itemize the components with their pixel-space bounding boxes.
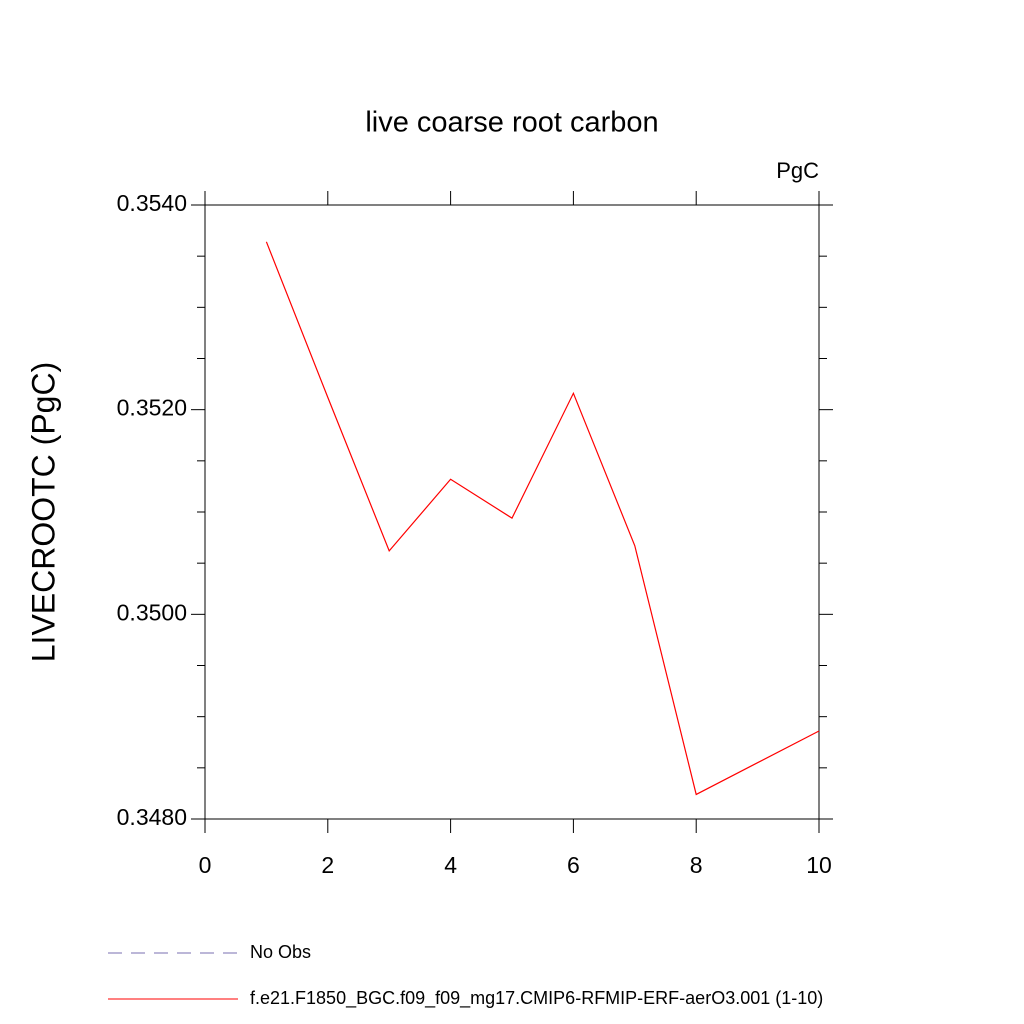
x-tick-label: 10 [806, 852, 832, 878]
x-tick-label: 4 [444, 852, 457, 878]
y-tick-label: 0.3540 [117, 190, 187, 216]
x-tick-label: 0 [199, 852, 212, 878]
x-tick-label: 6 [567, 852, 580, 878]
y-tick-label: 0.3500 [117, 599, 187, 625]
y-axis-label: LIVECROOTC (PgC) [25, 362, 61, 662]
x-tick-label: 8 [690, 852, 703, 878]
x-tick-label: 2 [321, 852, 334, 878]
legend-label: No Obs [250, 942, 311, 962]
units-label: PgC [776, 158, 819, 183]
y-tick-label: 0.3520 [117, 395, 187, 421]
chart-title: live coarse root carbon [365, 107, 658, 139]
data-line [265, 241, 820, 796]
plot-frame [204, 204, 820, 820]
legend-label: f.e21.F1850_BGC.f09_f09_mg17.CMIP6-RFMIP… [250, 988, 823, 1009]
y-tick-label: 0.3480 [117, 804, 187, 830]
